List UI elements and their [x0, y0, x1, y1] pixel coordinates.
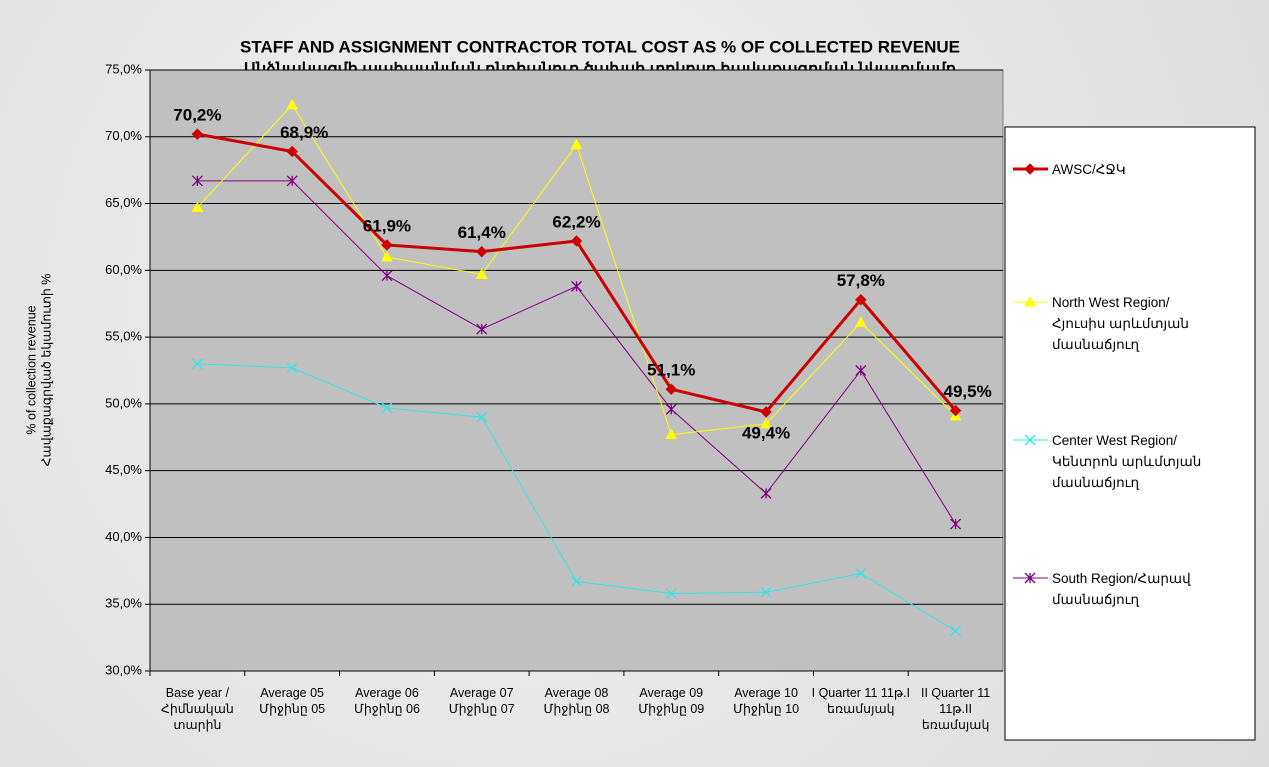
y-tick-label: 35,0% [105, 596, 142, 611]
data-label: 49,4% [742, 423, 790, 442]
data-label: 49,5% [944, 382, 992, 401]
data-label: 62,2% [552, 212, 600, 231]
marker [665, 428, 678, 440]
marker [570, 138, 583, 150]
x-tick-label: II Quarter 11 11թ.II եռամսյակ [920, 686, 991, 732]
marker [476, 245, 488, 258]
marker [381, 239, 393, 251]
marker [760, 406, 772, 418]
x-tick-label: I Quarter 11 11թ.I եռամսյակ [811, 686, 911, 716]
y-tick-label: 65,0% [105, 195, 142, 210]
y-tick-label: 50,0% [105, 395, 142, 410]
data-label: 68,9% [280, 123, 328, 142]
marker [950, 518, 962, 530]
legend-box [1004, 126, 1256, 741]
legend-marker [1024, 163, 1036, 175]
y-tick-label: 45,0% [105, 462, 142, 477]
marker [949, 404, 962, 417]
marker [476, 411, 488, 423]
marker [475, 268, 488, 279]
y-tick-label: 40,0% [105, 529, 142, 544]
x-tick-label: Base year / Հիմնական տարին [160, 686, 234, 732]
x-tick-label: Average 05 Միջինը 05 [259, 686, 326, 716]
chart-title: STAFF AND ASSIGNMENT CONTRACTOR TOTAL CO… [240, 37, 960, 56]
legend-label: AWSC/ՀՋԿ [1052, 162, 1126, 177]
y-tick-label: 70,0% [105, 128, 142, 143]
marker [381, 402, 393, 414]
marker [381, 250, 393, 262]
marker [760, 586, 772, 598]
marker [286, 98, 299, 110]
data-label: 61,4% [458, 223, 506, 242]
marker [286, 175, 298, 187]
marker [855, 365, 867, 376]
data-label: 61,9% [363, 216, 411, 235]
marker [476, 323, 488, 335]
y-tick-label: 30,0% [105, 662, 142, 677]
marker [571, 576, 582, 587]
y-tick-label: 55,0% [105, 329, 142, 344]
y-tick-label: 60,0% [105, 262, 142, 277]
legend-label: South Region/Հարավ մասնաճյուղ [1052, 571, 1191, 607]
y-axis-label: % of collection revenue [24, 305, 38, 434]
marker [760, 417, 772, 429]
x-tick-label: Average 10 Միջինը 10 [733, 686, 800, 716]
marker [286, 362, 298, 374]
x-tick-label: Average 06 Միջինը 06 [353, 686, 420, 716]
marker [570, 235, 583, 247]
legend-label: North West Region/Հյուսիս արևմտյան մասնա… [1052, 295, 1189, 352]
y-tick-label: 75,0% [105, 61, 142, 76]
marker [665, 383, 677, 395]
marker [760, 487, 772, 499]
marker [191, 128, 204, 140]
marker [665, 588, 677, 599]
marker [665, 403, 677, 415]
marker [286, 145, 298, 158]
marker [855, 294, 867, 306]
x-tick-label: Average 09 Միջինը 09 [638, 686, 705, 716]
legend-marker [1024, 295, 1036, 307]
x-tick-label: Average 07 Միջինը 07 [448, 686, 515, 716]
marker [191, 358, 203, 370]
y-axis-label: Հավաքագրված եկամուտի % [39, 274, 53, 467]
marker [191, 201, 204, 213]
marker [571, 280, 582, 292]
data-label: 70,2% [173, 106, 221, 125]
marker [191, 175, 203, 187]
data-label: 57,8% [837, 271, 885, 290]
marker [855, 568, 867, 579]
marker [854, 316, 867, 327]
x-tick-label: Average 08 Միջինը 08 [543, 686, 610, 716]
legend-marker [1024, 572, 1036, 584]
marker [381, 270, 393, 282]
data-label: 51,1% [647, 361, 695, 380]
marker [950, 625, 962, 637]
legend-marker [1024, 434, 1036, 446]
legend-label: Center West Region/Կենտրոն արևմտյան մասն… [1052, 433, 1202, 490]
